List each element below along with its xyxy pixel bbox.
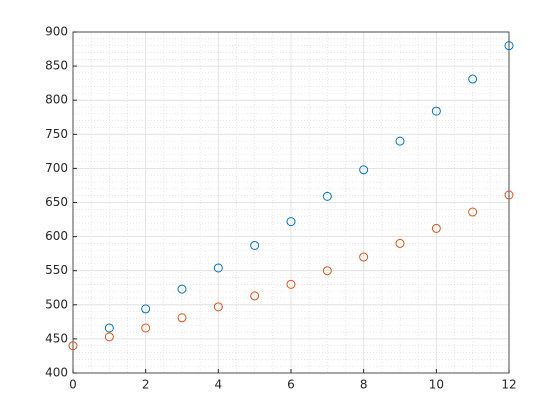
- point: [359, 252, 369, 262]
- x-tick-label: 0: [69, 378, 77, 392]
- y-tick-label: 650: [45, 195, 68, 209]
- point: [359, 165, 369, 175]
- point: [141, 323, 151, 333]
- x-tick-label: 2: [142, 378, 150, 392]
- point: [504, 190, 514, 200]
- point: [141, 304, 151, 314]
- y-tick-label: 550: [45, 263, 68, 277]
- x-tick-label: 10: [429, 378, 444, 392]
- y-tick-label: 700: [45, 161, 68, 175]
- y-tick-label: 450: [45, 331, 68, 345]
- point: [104, 332, 114, 342]
- y-tick-label: 850: [45, 59, 68, 73]
- point: [322, 191, 332, 201]
- point: [431, 106, 441, 116]
- point: [104, 323, 114, 333]
- point: [177, 313, 187, 323]
- point: [322, 266, 332, 276]
- point: [68, 341, 78, 351]
- x-tick-label: 4: [215, 378, 223, 392]
- point: [286, 279, 296, 289]
- y-tick-label: 400: [45, 366, 68, 380]
- y-tick-label: 500: [45, 297, 68, 311]
- point: [177, 284, 187, 294]
- point: [468, 207, 478, 217]
- point: [213, 263, 223, 273]
- point: [213, 302, 223, 312]
- x-tick-label: 8: [360, 378, 368, 392]
- x-tick-label: 12: [501, 378, 516, 392]
- point: [395, 238, 405, 248]
- x-tick-label: 6: [287, 378, 295, 392]
- point: [504, 41, 514, 51]
- point: [431, 223, 441, 233]
- y-tick-label: 900: [45, 25, 68, 39]
- point: [286, 217, 296, 227]
- point: [468, 74, 478, 84]
- point: [250, 291, 260, 301]
- y-tick-label: 750: [45, 127, 68, 141]
- axes-box: [72, 31, 510, 374]
- y-tick-label: 800: [45, 93, 68, 107]
- point: [395, 136, 405, 146]
- y-tick-label: 600: [45, 229, 68, 243]
- point: [250, 240, 260, 250]
